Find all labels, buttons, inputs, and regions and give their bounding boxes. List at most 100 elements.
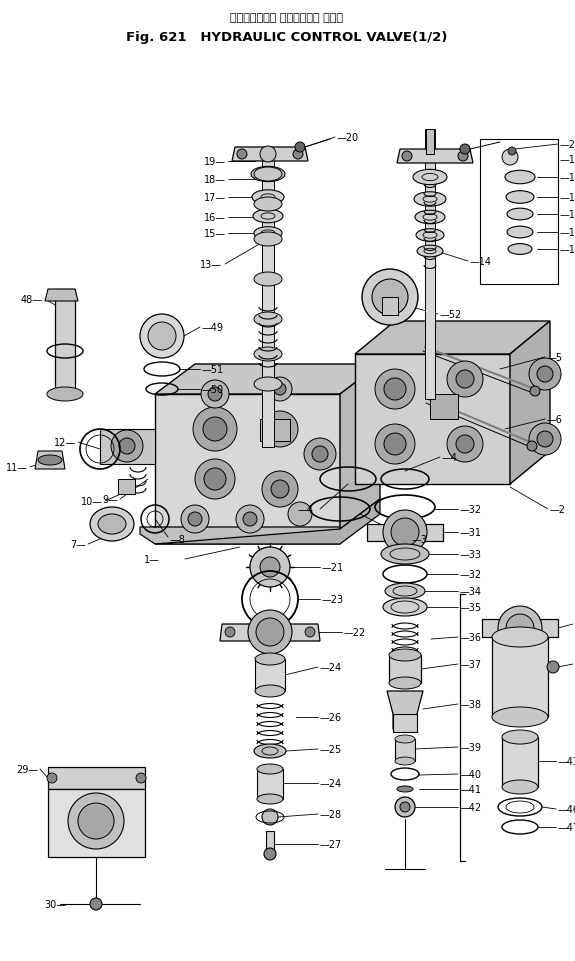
Text: —18: —18 [560, 155, 575, 165]
Circle shape [262, 411, 298, 448]
Circle shape [447, 427, 483, 462]
Text: —24: —24 [320, 778, 342, 788]
Ellipse shape [254, 233, 282, 247]
Text: —39: —39 [460, 742, 482, 752]
Bar [55, 289, 75, 400]
Circle shape [256, 618, 284, 647]
Text: —52: —52 [440, 309, 462, 320]
Ellipse shape [389, 650, 421, 661]
Text: 16—: 16— [204, 212, 226, 223]
Circle shape [260, 147, 276, 162]
Ellipse shape [414, 192, 446, 207]
Ellipse shape [254, 744, 286, 758]
Polygon shape [140, 528, 340, 545]
Circle shape [288, 503, 312, 527]
Bar [255, 659, 285, 691]
Circle shape [201, 381, 229, 408]
Text: —26: —26 [320, 712, 342, 723]
Ellipse shape [257, 764, 283, 775]
Circle shape [243, 512, 257, 527]
Text: ハイドロリック コントロール バルブ: ハイドロリック コントロール バルブ [231, 13, 343, 23]
Polygon shape [48, 767, 145, 789]
Text: —41: —41 [460, 784, 482, 794]
Text: —20: —20 [560, 140, 575, 150]
Circle shape [195, 459, 235, 500]
Polygon shape [220, 625, 320, 641]
Bar [425, 130, 435, 400]
Ellipse shape [251, 167, 285, 183]
Text: Fig. 621   HYDRAULIC CONTROL VALVE(1/2): Fig. 621 HYDRAULIC CONTROL VALVE(1/2) [126, 32, 448, 44]
Ellipse shape [395, 735, 415, 743]
Polygon shape [355, 355, 510, 484]
Text: —24: —24 [320, 662, 342, 673]
Ellipse shape [253, 210, 283, 224]
Ellipse shape [252, 190, 284, 205]
Polygon shape [397, 150, 473, 163]
Circle shape [140, 314, 184, 358]
Text: 10—: 10— [81, 497, 103, 506]
Circle shape [312, 447, 328, 462]
Circle shape [391, 519, 419, 547]
Polygon shape [387, 691, 423, 729]
Circle shape [384, 379, 406, 401]
Text: —34: —34 [460, 586, 482, 597]
Circle shape [47, 774, 57, 783]
Circle shape [136, 774, 146, 783]
Ellipse shape [254, 228, 282, 240]
Ellipse shape [257, 794, 283, 804]
Circle shape [529, 358, 561, 390]
Ellipse shape [389, 678, 421, 689]
Bar [262, 148, 274, 448]
Circle shape [203, 418, 227, 441]
Circle shape [111, 431, 143, 462]
Ellipse shape [90, 507, 134, 541]
Ellipse shape [416, 230, 444, 242]
Text: 48—: 48— [21, 295, 43, 305]
Text: —14: —14 [470, 257, 492, 267]
Circle shape [225, 628, 235, 637]
Circle shape [237, 150, 247, 160]
Text: 12—: 12— [54, 437, 76, 448]
Ellipse shape [47, 387, 83, 402]
Circle shape [271, 480, 289, 499]
Text: —27: —27 [320, 839, 342, 850]
Circle shape [208, 387, 222, 402]
Text: —18: —18 [560, 193, 575, 203]
Circle shape [293, 150, 303, 160]
Text: —16: —16 [560, 228, 575, 237]
Polygon shape [45, 289, 78, 302]
Text: —35: —35 [460, 603, 482, 612]
Circle shape [460, 145, 470, 155]
Circle shape [547, 661, 559, 674]
Circle shape [456, 371, 474, 388]
Circle shape [262, 809, 278, 825]
Circle shape [305, 628, 315, 637]
Circle shape [68, 793, 124, 850]
Bar [395, 739, 415, 761]
Circle shape [236, 505, 264, 533]
Text: —15: —15 [560, 245, 575, 255]
Text: —20: —20 [337, 133, 359, 143]
Ellipse shape [254, 168, 282, 182]
Text: —36: —36 [460, 632, 482, 642]
Text: —6: —6 [547, 414, 563, 425]
Bar [492, 637, 548, 717]
Text: —21: —21 [322, 562, 344, 573]
Text: 7—: 7— [70, 539, 86, 550]
Circle shape [456, 435, 474, 454]
Circle shape [530, 386, 540, 397]
Ellipse shape [254, 273, 282, 286]
Circle shape [529, 424, 561, 456]
Polygon shape [340, 364, 380, 530]
Text: —51: —51 [202, 364, 224, 375]
Polygon shape [155, 500, 380, 545]
Bar [393, 714, 417, 732]
Text: 19—: 19— [204, 157, 226, 167]
Ellipse shape [507, 209, 533, 221]
Polygon shape [155, 395, 340, 530]
Circle shape [260, 557, 280, 578]
Circle shape [268, 378, 292, 402]
Text: —4: —4 [442, 453, 458, 462]
Text: —38: —38 [460, 700, 482, 709]
Circle shape [498, 606, 542, 651]
